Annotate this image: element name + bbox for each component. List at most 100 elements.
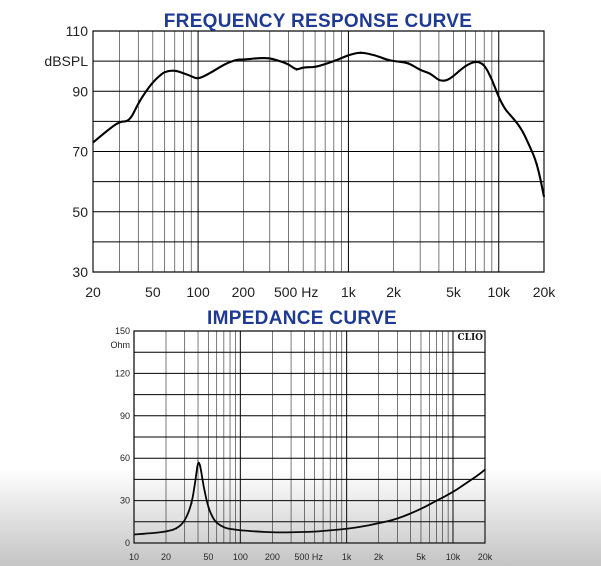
fr-data-point [152,81,154,83]
imp-data-point [229,528,231,530]
imp-y-unit-label: Ohm [110,340,130,350]
imp-x-tick-label: 200 [265,552,280,562]
fr-data-point [269,57,271,59]
fr-x-tick-label: 200 [232,284,256,300]
imp-data-point [378,522,380,524]
fr-data-point [302,66,304,68]
imp-series-line [133,461,486,536]
fr-data-point [536,163,538,165]
fr-data-point [359,51,361,53]
fr-x-tick-label: 500 Hz [274,284,318,300]
imp-data-point [471,478,473,480]
imp-data-point [290,531,292,534]
fr-data-point [429,72,431,74]
imp-data-point [239,529,241,531]
imp-y-tick-label: 60 [120,453,130,463]
fr-data-point [510,114,512,116]
fr-data-point [118,120,121,122]
imp-y-tick-label: 0 [125,538,130,548]
fr-x-tick-label: 1k [341,284,357,300]
imp-data-point [346,528,348,530]
imp-y-tick-label: 30 [120,496,130,506]
imp-y-tick-label: 150 [115,326,130,336]
imp-y-tick-label: 120 [115,368,130,378]
fr-data-point [182,72,185,74]
fr-data-point [446,80,448,82]
fr-data-point [464,65,466,67]
fr-data-point [438,80,440,82]
fr-y-tick-label: 110 [66,23,89,39]
fr-data-point [483,63,485,65]
fr-data-point [158,75,160,77]
fr-x-tick-label: 10k [487,284,511,300]
fr-chart-title: FREQUENCY RESPONSE CURVE [164,11,472,32]
fr-data-point [520,126,522,128]
fr-data-point [235,59,238,61]
imp-data-point [207,507,209,509]
fr-x-tick-label: 20 [85,284,101,300]
fr-data-point [386,59,388,61]
fr-data-point [224,63,226,65]
imp-data-point [364,525,366,527]
imp-data-point [329,529,331,531]
fr-x-tick-label: 5k [446,284,462,300]
imp-data-point [216,522,218,524]
imp-data-point [197,460,199,462]
fr-data-point [498,96,500,98]
fr-y-tick-label: 50 [72,204,88,220]
fr-data-point [209,72,211,74]
imp-data-point [202,485,205,488]
fr-data-point [145,90,147,92]
fr-x-tick-label: 50 [145,284,161,300]
imp-data-point [396,518,398,520]
fr-data-point [107,129,109,131]
fr-x-tick-label: 2k [386,284,402,300]
imp-annotation-label: CLIO [457,333,483,343]
imp-data-point [133,533,135,536]
imp-chart-title: IMPEDANCE CURVE [207,308,397,329]
fr-data-point [393,60,395,62]
imp-x-tick-label: 500 Hz [294,552,323,562]
imp-x-tick-label: 2k [374,552,384,562]
fr-data-point [347,54,349,56]
fr-data-point [295,69,297,71]
fr-y-unit-label: dBSPL [44,53,88,69]
fr-data-point [504,108,506,110]
fr-data-point [333,60,335,62]
imp-data-point [195,478,197,480]
fr-x-tick-label: 100 [186,284,210,300]
fr-y-tick-label: 90 [72,83,88,99]
imp-x-tick-label: 1k [342,552,352,562]
imp-data-point [460,485,462,488]
imp-data-point [223,526,225,529]
imp-x-tick-label: 20k [478,552,493,562]
imp-data-point [191,502,193,504]
fr-data-point [491,78,493,80]
imp-data-point [175,528,177,530]
fr-data-point [279,60,281,62]
fr-data-point [324,63,326,65]
fr-data-point [164,71,166,73]
imp-x-tick-label: 10 [129,552,139,562]
fr-data-point [374,54,376,56]
fr-data-point [407,62,409,64]
imp-data-point [479,473,481,475]
fr-x-tick-label: 20k [533,284,557,300]
fr-data-point [543,196,545,198]
fr-data-point [340,57,343,59]
fr-data-point [197,78,199,80]
imp-data-point [258,531,260,533]
fr-data-point [452,75,455,77]
imp-x-tick-label: 5k [416,552,426,562]
fr-data-point [137,102,139,104]
imp-data-point [435,500,438,502]
fr-data-point [128,120,131,122]
imp-data-point [452,491,454,493]
imp-data-point [271,531,273,534]
fr-y-tick-label: 70 [72,144,88,160]
frequency-response-chart: FREQUENCY RESPONSE CURVE 110 90 70 50 30 dBSPL… [44,11,556,300]
fr-series-line [92,51,546,197]
imp-data-point [184,521,186,523]
imp-data-point [484,468,486,471]
